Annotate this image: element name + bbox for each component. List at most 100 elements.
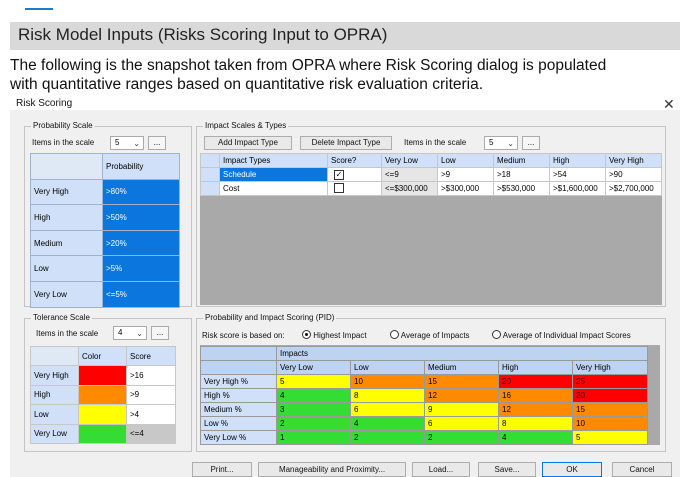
cancel-button[interactable]: Cancel — [612, 462, 672, 477]
row-selector[interactable] — [200, 181, 220, 196]
pid-score-cell[interactable]: 15 — [572, 402, 648, 417]
tolerance-row-label: Low — [30, 404, 79, 425]
probability-header: Probability — [102, 153, 180, 180]
pid-col-header: High — [498, 360, 573, 375]
pid-row-label: Medium % — [200, 402, 277, 417]
impact-items-value: 5 — [489, 138, 494, 147]
pid-score-cell[interactable]: 6 — [424, 416, 499, 431]
tolerance-score[interactable]: >16 — [126, 365, 176, 386]
impact-high[interactable]: >54 — [549, 167, 606, 182]
probability-more-button[interactable]: ... — [148, 136, 166, 150]
pid-col-header: Low — [350, 360, 425, 375]
close-icon[interactable]: ✕ — [663, 96, 675, 112]
pid-row-label: Very High % — [200, 374, 277, 389]
radio-average-individual[interactable]: Average of Individual Impact Scores — [492, 330, 631, 340]
pid-score-cell[interactable]: 2 — [350, 430, 425, 445]
radio-average-impacts[interactable]: Average of Impacts — [390, 330, 470, 340]
manageability-button[interactable]: Manageability and Proximity... — [258, 462, 406, 477]
save-button[interactable]: Save... — [478, 462, 536, 477]
pid-score-cell[interactable]: 10 — [350, 374, 425, 389]
pid-score-cell[interactable]: 3 — [276, 402, 351, 417]
probability-row-value[interactable]: <=5% — [102, 280, 180, 308]
ok-button[interactable]: OK — [542, 462, 602, 477]
impact-score-cell[interactable] — [327, 181, 382, 196]
pid-score-cell[interactable]: 15 — [424, 374, 499, 389]
tolerance-more-button[interactable]: ... — [151, 326, 169, 340]
radio-highest-impact[interactable]: Highest Impact — [302, 330, 367, 340]
probability-row-value[interactable]: >50% — [102, 204, 180, 231]
tolerance-color-swatch[interactable] — [78, 384, 127, 405]
impact-low[interactable]: >9 — [437, 167, 494, 182]
radio-icon[interactable] — [302, 330, 311, 339]
impact-low[interactable]: >$300,000 — [437, 181, 494, 196]
pid-score-cell[interactable]: 4 — [350, 416, 425, 431]
pid-score-cell[interactable]: 4 — [498, 430, 573, 445]
pid-label: Probability and Impact Scoring (PID) — [203, 313, 337, 322]
pid-score-cell[interactable]: 10 — [572, 416, 648, 431]
probability-row-value[interactable]: >80% — [102, 178, 180, 206]
pid-score-cell[interactable]: 9 — [424, 402, 499, 417]
delete-impact-type-button[interactable]: Delete Impact Type — [300, 136, 392, 150]
load-button[interactable]: Load... — [412, 462, 470, 477]
pid-score-cell[interactable]: 25 — [572, 374, 648, 389]
probability-row-value[interactable]: >20% — [102, 229, 180, 257]
pid-score-cell[interactable]: 8 — [350, 388, 425, 403]
table-row: Low % 2 4 6 8 10 — [200, 416, 648, 431]
tolerance-score[interactable]: <=4 — [126, 423, 176, 444]
impact-score-cell[interactable]: ✓ — [327, 167, 382, 182]
tolerance-score-header: Score — [126, 346, 176, 366]
pid-score-cell[interactable]: 5 — [572, 430, 648, 445]
impact-very-low[interactable]: <=$300,000 — [381, 181, 438, 196]
impact-more-button[interactable]: ... — [522, 136, 540, 150]
print-button[interactable]: Print... — [192, 462, 252, 477]
impact-high[interactable]: >$1,600,000 — [549, 181, 606, 196]
tolerance-color-swatch[interactable] — [78, 423, 127, 444]
radio-label: Average of Impacts — [400, 331, 470, 340]
pid-score-cell[interactable]: 2 — [424, 430, 499, 445]
pid-score-cell[interactable]: 20 — [498, 374, 573, 389]
impact-type-name[interactable]: Cost — [219, 181, 328, 196]
impact-type-name[interactable]: Schedule — [219, 167, 328, 182]
probability-items-select[interactable]: 5 ⌄ — [110, 136, 144, 150]
probability-row-value[interactable]: >5% — [102, 255, 180, 282]
impact-medium[interactable]: >18 — [493, 167, 550, 182]
add-impact-type-button[interactable]: Add Impact Type — [204, 136, 292, 150]
pid-col-header: Very High — [572, 360, 648, 375]
pid-corner — [200, 360, 277, 375]
checkbox-icon[interactable] — [334, 182, 344, 193]
tolerance-score[interactable]: >4 — [126, 404, 176, 425]
pid-score-cell[interactable]: 12 — [424, 388, 499, 403]
pid-score-cell[interactable]: 12 — [498, 402, 573, 417]
pid-score-cell[interactable]: 6 — [350, 402, 425, 417]
impact-very-low[interactable]: <=9 — [381, 167, 438, 182]
pid-score-cell[interactable]: 20 — [572, 388, 648, 403]
pid-score-cell[interactable]: 2 — [276, 416, 351, 431]
probability-scale-label: Probability Scale — [31, 121, 95, 130]
tolerance-items-label: Items in the scale — [36, 329, 99, 338]
tolerance-items-value: 4 — [118, 328, 123, 337]
impact-medium[interactable]: >$530,000 — [493, 181, 550, 196]
table-row: Medium % 3 6 9 12 15 — [200, 402, 648, 417]
radio-icon[interactable] — [390, 330, 399, 339]
impact-items-select[interactable]: 5 ⌄ — [484, 136, 518, 150]
pid-score-cell[interactable]: 1 — [276, 430, 351, 445]
tolerance-color-swatch[interactable] — [78, 404, 127, 425]
probability-row-label: High — [30, 204, 103, 231]
checkbox-icon[interactable]: ✓ — [334, 169, 344, 180]
radio-icon[interactable] — [492, 330, 501, 339]
tolerance-color-swatch[interactable] — [78, 365, 127, 386]
table-row: Very High >80% — [30, 178, 180, 206]
impact-very-high[interactable]: >$2,700,000 — [605, 181, 662, 196]
tolerance-score[interactable]: >9 — [126, 384, 176, 405]
tolerance-items-select[interactable]: 4 ⌄ — [113, 326, 147, 340]
pid-score-cell[interactable]: 4 — [276, 388, 351, 403]
tolerance-table: Color Score Very High >16 High >9 Low >4 Ver… — [30, 346, 176, 444]
impact-very-high[interactable]: >90 — [605, 167, 662, 182]
row-selector[interactable] — [200, 167, 220, 182]
impact-scales-label: Impact Scales & Types — [203, 121, 289, 130]
pid-score-cell[interactable]: 8 — [498, 416, 573, 431]
pid-score-cell[interactable]: 5 — [276, 374, 351, 389]
pid-score-cell[interactable]: 16 — [498, 388, 573, 403]
chevron-down-icon: ⌄ — [133, 139, 140, 148]
probability-table: Probability Very High >80% High >50% Mediu… — [30, 153, 180, 308]
